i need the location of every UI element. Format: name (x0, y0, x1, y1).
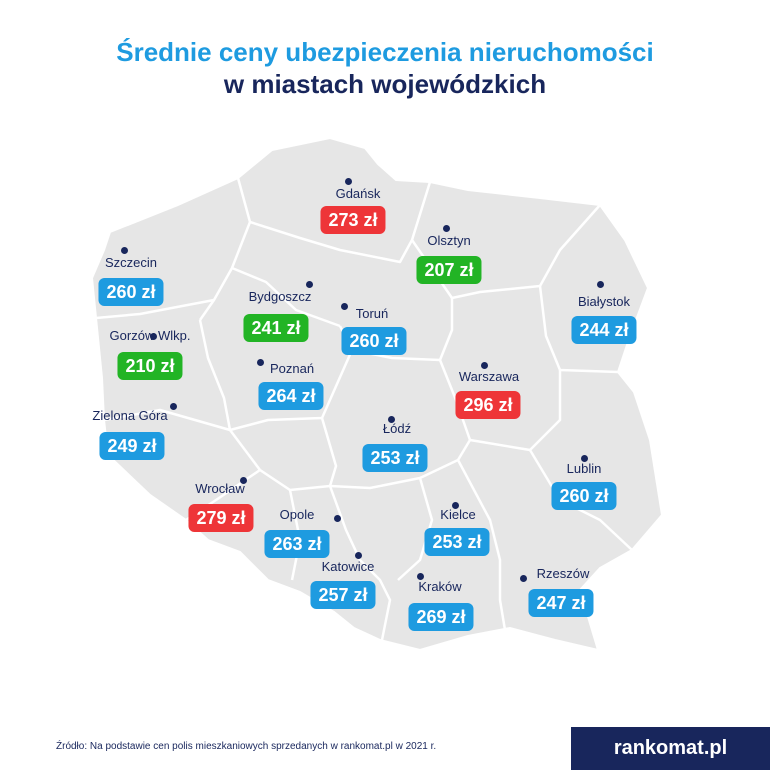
city-marker-poznan (257, 359, 264, 366)
price-badge-katowice: 257 zł (310, 581, 376, 609)
city-marker-torun (341, 303, 348, 310)
city-name-olsztyn: Olsztyn (427, 233, 471, 248)
city-marker-katowice (355, 552, 362, 559)
city-marker-zielona-gora (170, 403, 177, 410)
rankomat-logo[interactable]: rankomat.pl (571, 727, 770, 770)
source-note: Źródło: Na podstawie cen polis mieszkani… (56, 741, 437, 752)
city-marker-warszawa (481, 362, 488, 369)
price-badge-gdansk: 273 zł (320, 206, 386, 234)
price-badge-wroclaw: 279 zł (188, 504, 254, 532)
city-marker-gdansk (345, 178, 352, 185)
city-marker-krakow (417, 573, 424, 580)
voivodeship-borders (95, 177, 633, 641)
city-marker-lublin (581, 455, 588, 462)
city-name-lublin: Lublin (566, 461, 602, 476)
price-badge-opole: 263 zł (264, 530, 330, 558)
title-line-1: Średnie ceny ubezpieczenia nieruchomości (116, 37, 654, 67)
city-marker-lodz (388, 416, 395, 423)
city-name-poznan: Poznań (269, 361, 315, 376)
city-name-szczecin: Szczecin (104, 255, 158, 270)
price-badge-szczecin: 260 zł (98, 278, 164, 306)
city-name-bydgoszcz: Bydgoszcz (248, 289, 312, 304)
price-badge-olsztyn: 207 zł (416, 256, 482, 284)
price-badge-poznan: 264 zł (258, 382, 324, 410)
price-badge-bialystok: 244 zł (571, 316, 637, 344)
city-marker-wroclaw (240, 477, 247, 484)
price-badge-bydgoszcz: 241 zł (243, 314, 309, 342)
price-badge-torun: 260 zł (341, 327, 407, 355)
city-marker-olsztyn (443, 225, 450, 232)
city-marker-kielce (452, 502, 459, 509)
city-name-opole: Opole (279, 507, 315, 522)
city-marker-opole (334, 515, 341, 522)
city-name-zielona-gora: Zielona Góra (92, 408, 168, 423)
price-badge-zielona-gora: 249 zł (99, 432, 165, 460)
city-name-kielce: Kielce (440, 507, 476, 522)
price-badge-lublin: 260 zł (551, 482, 617, 510)
city-name-torun: Toruń (355, 306, 389, 321)
price-badge-rzeszow: 247 zł (528, 589, 594, 617)
city-name-bialystok: Białystok (577, 294, 631, 309)
city-name-lodz: Łódź (382, 421, 412, 436)
city-name-warszawa: Warszawa (458, 369, 520, 384)
price-badge-lodz: 253 zł (362, 444, 428, 472)
city-name-krakow: Kraków (418, 579, 462, 594)
city-marker-rzeszow (520, 575, 527, 582)
price-badge-gorzow-wlkp: 210 zł (117, 352, 183, 380)
city-marker-gorzow-wlkp (150, 333, 157, 340)
city-name-gorzow-wlkp: Gorzów Wlkp. (109, 328, 191, 343)
city-name-rzeszow: Rzeszów (536, 566, 590, 581)
price-badge-krakow: 269 zł (408, 603, 474, 631)
city-marker-szczecin (121, 247, 128, 254)
price-badge-warszawa: 296 zł (455, 391, 521, 419)
city-name-katowice: Katowice (321, 559, 375, 574)
title-line-2: w miastach wojewódzkich (223, 69, 547, 99)
city-name-gdansk: Gdańsk (335, 186, 381, 201)
city-name-wroclaw: Wrocław (195, 481, 245, 496)
city-marker-bialystok (597, 281, 604, 288)
price-badge-kielce: 253 zł (424, 528, 490, 556)
city-marker-bydgoszcz (306, 281, 313, 288)
